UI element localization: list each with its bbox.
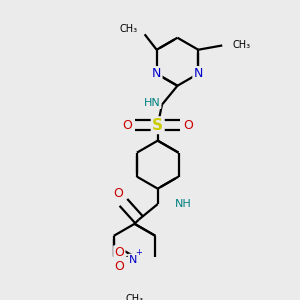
Text: O: O [114, 260, 124, 273]
Text: HN: HN [143, 98, 160, 108]
Text: CH₃: CH₃ [120, 24, 138, 34]
Text: CH₃: CH₃ [125, 294, 144, 300]
Text: +: + [136, 248, 142, 257]
Text: O: O [122, 119, 132, 132]
Text: CH₃: CH₃ [232, 40, 251, 50]
Text: O: O [113, 187, 123, 200]
Text: NH: NH [175, 199, 192, 209]
Text: N: N [152, 67, 161, 80]
Text: O: O [114, 247, 124, 260]
Text: N: N [129, 255, 137, 265]
Text: O: O [184, 119, 194, 132]
Text: S: S [152, 118, 163, 133]
Text: N: N [194, 67, 203, 80]
